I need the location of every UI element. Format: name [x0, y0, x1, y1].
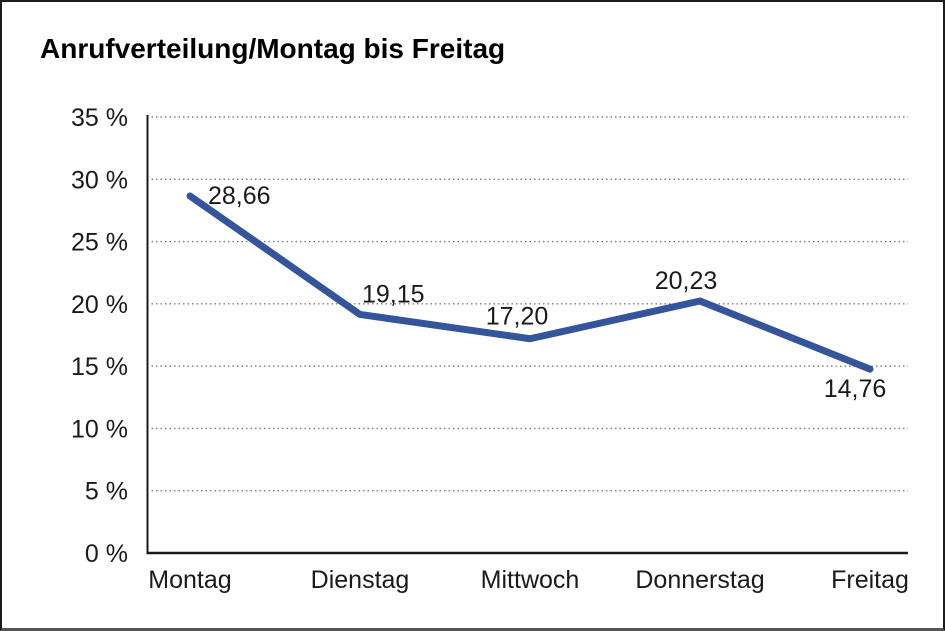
y-tick-label: 10 % [71, 415, 128, 443]
y-tick-label: 25 % [71, 229, 128, 257]
y-tick-label: 35 % [71, 104, 128, 132]
x-category-label: Dienstag [311, 566, 410, 594]
x-category-label: Freitag [831, 566, 909, 594]
chart-title: Anrufverteilung/Montag bis Freitag [40, 33, 506, 64]
data-label: 19,15 [362, 280, 425, 308]
x-category-label: Montag [148, 566, 231, 594]
data-label: 14,76 [824, 375, 887, 403]
x-category-labels: Montag Dienstag Mittwoch Donnerstag Freitag [148, 566, 909, 594]
y-tick-label: 30 % [71, 166, 128, 194]
y-tick-labels: 0 % 5 % 10 % 15 % 20 % 25 % 30 % 35 % [71, 104, 128, 568]
y-tick-label: 0 % [85, 540, 128, 568]
data-label: 17,20 [486, 303, 549, 331]
gridlines [147, 116, 908, 492]
data-label: 20,23 [655, 267, 718, 295]
series-line [186, 192, 874, 373]
data-labels: 28,66 19,15 17,20 20,23 14,76 [208, 182, 886, 403]
x-category-label: Donnerstag [635, 566, 764, 594]
y-tick-label: 20 % [71, 291, 128, 319]
y-tick-label: 15 % [71, 353, 128, 381]
y-tick-label: 5 % [85, 478, 128, 506]
x-category-label: Mittwoch [481, 566, 580, 594]
data-label: 28,66 [208, 182, 271, 210]
